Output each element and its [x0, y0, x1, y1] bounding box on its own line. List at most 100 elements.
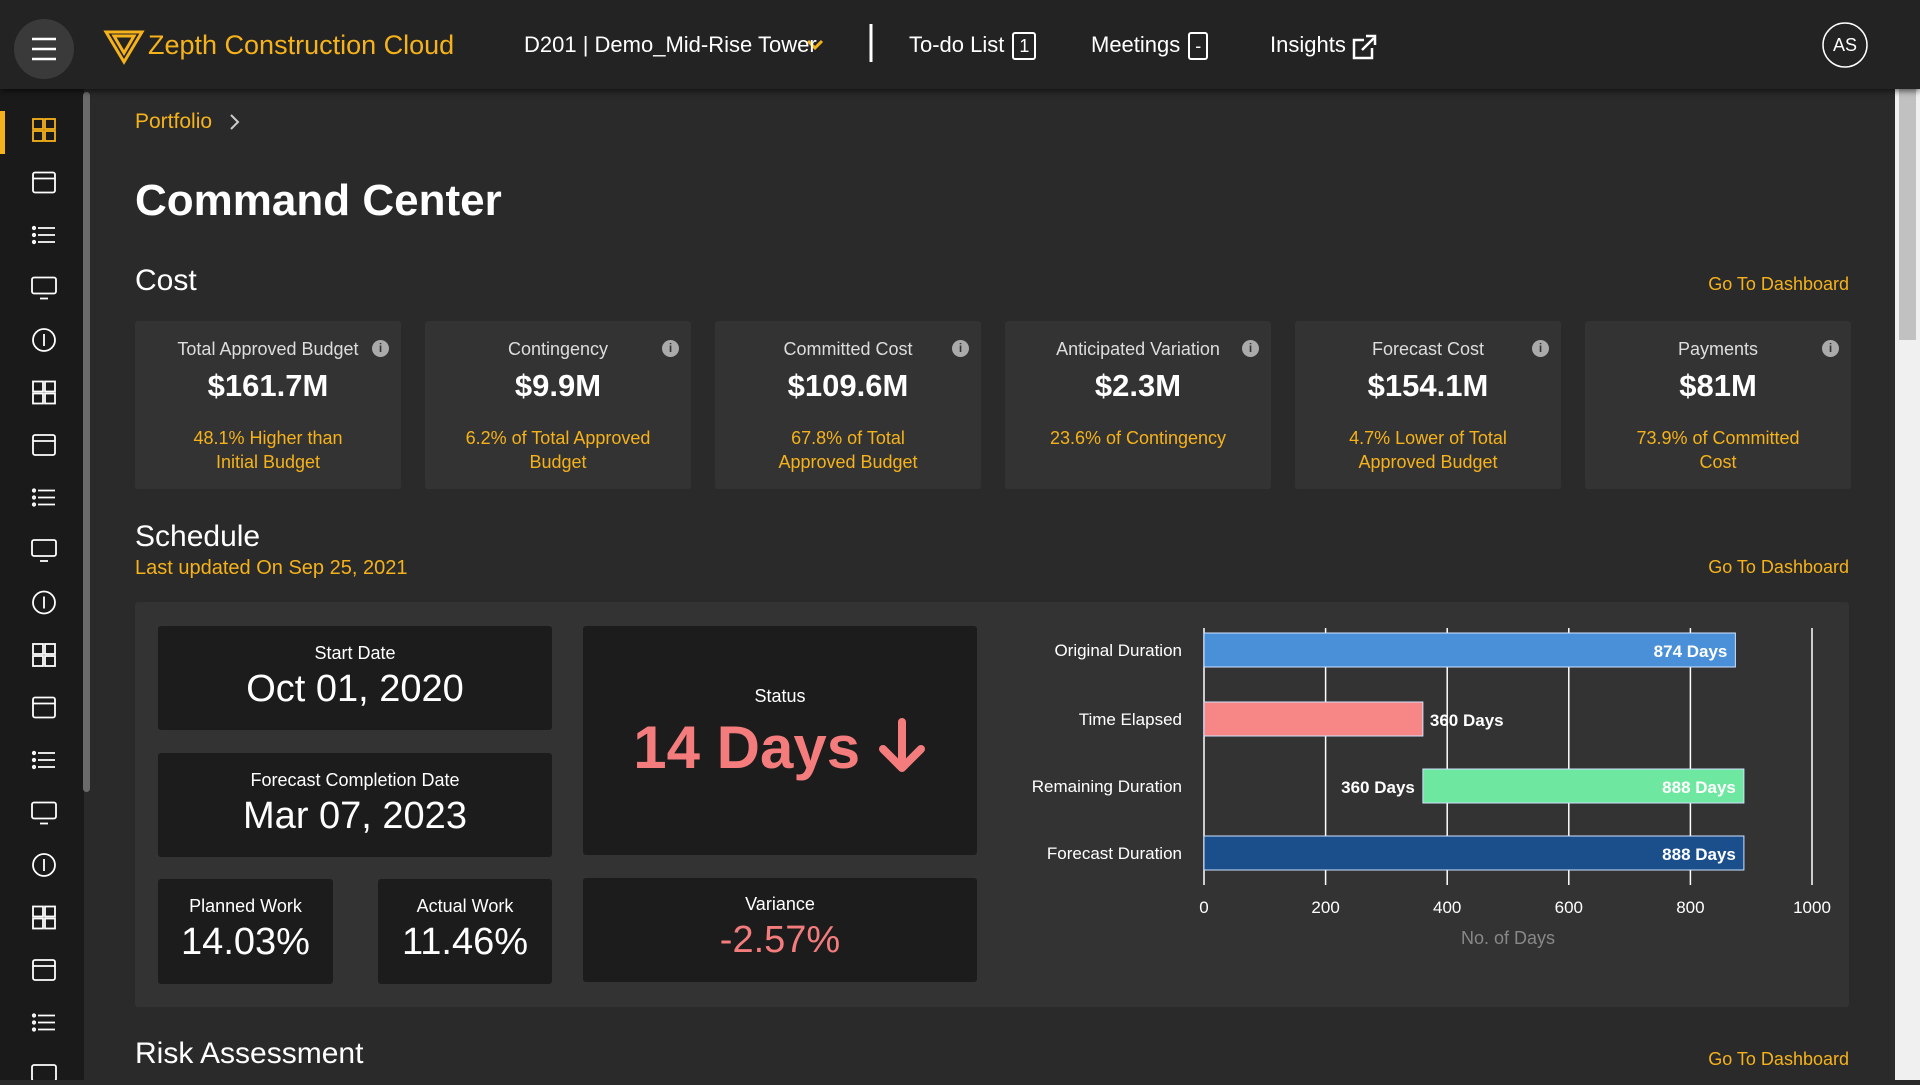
- card-note: 73.9% of Committed Cost: [1636, 428, 1800, 472]
- icon-part: [32, 171, 56, 194]
- down-arrow: [878, 718, 925, 772]
- icon-part: [44, 380, 56, 393]
- tile-value: 14.03%: [181, 921, 310, 963]
- icon-part: [32, 696, 56, 719]
- x-tick-label: 0: [1199, 898, 1208, 917]
- nav-todo[interactable]: To-do List 1: [909, 32, 1037, 60]
- sidebar-icon[interactable]: [31, 1064, 57, 1082]
- x-tick-label: 800: [1676, 898, 1704, 917]
- icon-part: [31, 539, 57, 557]
- bar: [1203, 835, 1745, 871]
- sidebar-icon[interactable]: [32, 853, 56, 877]
- card-label: Total Approved Budget: [177, 339, 359, 359]
- sidebar-icon[interactable]: [31, 539, 57, 562]
- sidebar-icon[interactable]: [32, 434, 56, 456]
- start-date-tile: Start Date Oct 01, 2020: [158, 626, 552, 730]
- nav-insights[interactable]: Insights: [1270, 32, 1346, 58]
- nav-label[interactable]: To-do List: [909, 32, 1005, 57]
- icon-part: [32, 643, 44, 655]
- icon-part: [31, 1064, 57, 1082]
- x-tick-label: 1000: [1793, 898, 1831, 917]
- info-icon[interactable]: i: [372, 340, 389, 357]
- bar: [1203, 632, 1736, 668]
- sidebar-icon[interactable]: [31, 225, 55, 245]
- bar-label: 888 Days: [1662, 845, 1736, 864]
- status-tile: Status 14 Days: [583, 626, 977, 855]
- duration-chart: 0 200 400 600 800 1000 No. of Days Original Dur…: [1032, 628, 1831, 948]
- project-selector[interactable]: D201 | Demo_Mid-Rise Tower: [524, 32, 817, 57]
- breadcrumb[interactable]: Portfolio: [135, 110, 213, 133]
- info-icon[interactable]: i: [1822, 340, 1839, 357]
- icon-part: [31, 757, 37, 763]
- sidebar-icon[interactable]: [32, 959, 56, 981]
- icon-part: [31, 232, 37, 238]
- card-label: Anticipated Variation: [1056, 339, 1220, 359]
- sidebar-icon[interactable]: [32, 643, 56, 667]
- sidebar-icon[interactable]: [32, 171, 56, 194]
- sidebar-icon[interactable]: [31, 488, 55, 507]
- app-name[interactable]: Zepth Construction Cloud: [148, 30, 455, 60]
- info-icon[interactable]: i: [952, 340, 969, 357]
- icon-part: [32, 917, 44, 930]
- icon-part: [32, 434, 56, 456]
- status-value: 14 Days: [633, 714, 861, 781]
- cost-card: Total Approved Budget $161.7M 48.1% Higher…: [135, 321, 401, 489]
- icon-part: [32, 130, 44, 142]
- project-chevron[interactable]: [806, 39, 824, 51]
- avatar-ring[interactable]: [1822, 22, 1868, 68]
- icon-part: [31, 1027, 37, 1032]
- nav-label[interactable]: Insights: [1270, 32, 1346, 57]
- icon-part: [32, 590, 56, 615]
- nav-meetings[interactable]: Meetings -: [1091, 32, 1209, 60]
- card-note: 6.2% of Total Approved Budget: [465, 428, 651, 472]
- sidebar-icon[interactable]: [31, 750, 55, 770]
- bar: [1422, 768, 1745, 804]
- card-value: $81M: [1679, 368, 1757, 403]
- cost-card: Anticipated Variation $2.3M 23.6% of Conti…: [1005, 321, 1271, 489]
- card-value: $109.6M: [787, 368, 909, 403]
- page-scrollbar-thumb[interactable]: [1899, 20, 1916, 340]
- sidebar-icon[interactable]: [31, 1013, 55, 1032]
- info-icon[interactable]: i: [1532, 340, 1549, 357]
- dashboard-link[interactable]: Go To Dashboard: [1708, 557, 1849, 577]
- actual-work-tile: Actual Work 11.46%: [378, 879, 552, 984]
- y-category-label: Forecast Duration: [1047, 844, 1182, 863]
- sidebar-icon[interactable]: [31, 276, 57, 300]
- nav-label[interactable]: Meetings: [1091, 32, 1181, 57]
- icon-part: [31, 488, 37, 493]
- icon-part: [31, 239, 37, 245]
- cost-card: Committed Cost $109.6M 67.8% of Total Appr…: [715, 321, 981, 489]
- sidebar-icon[interactable]: [32, 696, 56, 719]
- sidebar-icon[interactable]: [32, 590, 56, 615]
- sidebar-icon[interactable]: [32, 328, 56, 352]
- icon-part: [32, 118, 44, 130]
- icon-part: [31, 750, 37, 756]
- info-icon[interactable]: i: [662, 340, 679, 357]
- avatar[interactable]: AS: [1833, 35, 1857, 55]
- sidebar-icon[interactable]: [32, 380, 56, 405]
- logo: [103, 30, 145, 65]
- active-indicator: [0, 111, 5, 154]
- section-title: Cost: [135, 264, 197, 297]
- bar-start-label: 360 Days: [1341, 778, 1415, 797]
- tile-value: 11.46%: [401, 921, 529, 963]
- x-tick-label: 400: [1433, 898, 1461, 917]
- sidebar-icon[interactable]: [31, 801, 57, 825]
- icon-part: [32, 959, 56, 981]
- x-axis-title: No. of Days: [1461, 928, 1555, 948]
- tile-label: Variance: [745, 894, 815, 914]
- sidebar-icon[interactable]: [32, 118, 56, 142]
- info-icon[interactable]: i: [1242, 340, 1259, 357]
- dashboard-link[interactable]: Go To Dashboard: [1708, 1049, 1849, 1069]
- icon-part: [32, 392, 44, 405]
- icon-part: [31, 225, 37, 231]
- tile-label: Status: [754, 686, 806, 706]
- icon-part: [44, 118, 56, 130]
- dashboard-link[interactable]: Go To Dashboard: [1708, 274, 1849, 294]
- icon-part: [44, 655, 56, 667]
- cost-card: Payments $81M 73.9% of Committed Cost i: [1585, 321, 1851, 489]
- icon-part: [44, 392, 56, 405]
- icon-part: [32, 905, 44, 918]
- sidebar-icon[interactable]: [32, 905, 56, 930]
